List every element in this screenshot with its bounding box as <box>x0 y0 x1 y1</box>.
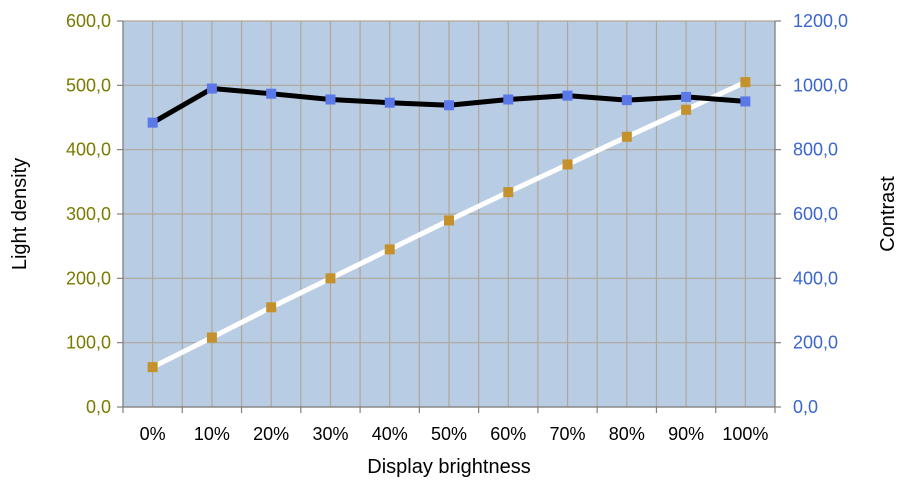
y2-axis-title: Contrast <box>877 176 899 252</box>
data-point-contrast <box>562 90 573 101</box>
data-point-light-density <box>681 104 692 115</box>
data-point-contrast <box>147 117 158 128</box>
y-tick-label: 600,0 <box>66 11 111 31</box>
grid <box>122 20 776 408</box>
x-tick-label: 90% <box>668 424 704 444</box>
x-tick-label: 70% <box>550 424 586 444</box>
x-tick-label: 100% <box>722 424 768 444</box>
y-tick-label: 0,0 <box>86 397 111 417</box>
data-point-light-density <box>325 273 336 284</box>
y2-tick-label: 600,0 <box>793 204 838 224</box>
x-tick-label: 0% <box>140 424 166 444</box>
y2-tick-label: 800,0 <box>793 140 838 160</box>
data-point-contrast <box>384 97 395 108</box>
y2-tick-label: 1200,0 <box>793 11 848 31</box>
series-layer <box>147 77 751 373</box>
data-point-light-density <box>266 302 277 313</box>
data-point-light-density <box>384 244 395 255</box>
x-axis-title: Display brightness <box>367 456 530 478</box>
x-tick-label: 50% <box>431 424 467 444</box>
x-tick-label: 30% <box>312 424 348 444</box>
x-tick-label: 80% <box>609 424 645 444</box>
data-point-light-density <box>621 131 632 142</box>
y-tick-label: 200,0 <box>66 268 111 288</box>
data-point-light-density <box>503 187 514 198</box>
data-point-light-density <box>562 159 573 170</box>
y-tick-label: 100,0 <box>66 333 111 353</box>
tick-labels: 0,0 100,0 200,0 300,0 400,0 500,0 600,0 0,0 200,… <box>66 11 848 444</box>
data-point-contrast <box>621 95 632 106</box>
data-point-contrast <box>325 94 336 105</box>
x-tick-label: 10% <box>194 424 230 444</box>
y2-tick-label: 1000,0 <box>793 75 848 95</box>
y2-tick-label: 400,0 <box>793 268 838 288</box>
y-tick-label: 500,0 <box>66 75 111 95</box>
data-point-contrast <box>681 91 692 102</box>
data-point-light-density <box>444 215 454 226</box>
data-point-contrast <box>206 83 217 94</box>
y2-tick-label: 200,0 <box>793 333 838 353</box>
axes <box>117 20 781 413</box>
x-tick-label: 40% <box>372 424 408 444</box>
y-axis-title: Light density <box>9 158 31 270</box>
data-point-contrast <box>740 96 751 107</box>
y-tick-label: 300,0 <box>66 204 111 224</box>
data-point-light-density <box>740 77 751 88</box>
x-tick-label: 60% <box>490 424 526 444</box>
x-tick-label: 20% <box>253 424 289 444</box>
data-point-light-density <box>147 362 158 373</box>
data-point-contrast <box>266 88 277 99</box>
data-point-light-density <box>206 332 217 343</box>
y-tick-label: 400,0 <box>66 140 111 160</box>
y2-tick-label: 0,0 <box>793 397 818 417</box>
data-point-contrast <box>444 100 454 111</box>
data-point-contrast <box>503 94 514 105</box>
